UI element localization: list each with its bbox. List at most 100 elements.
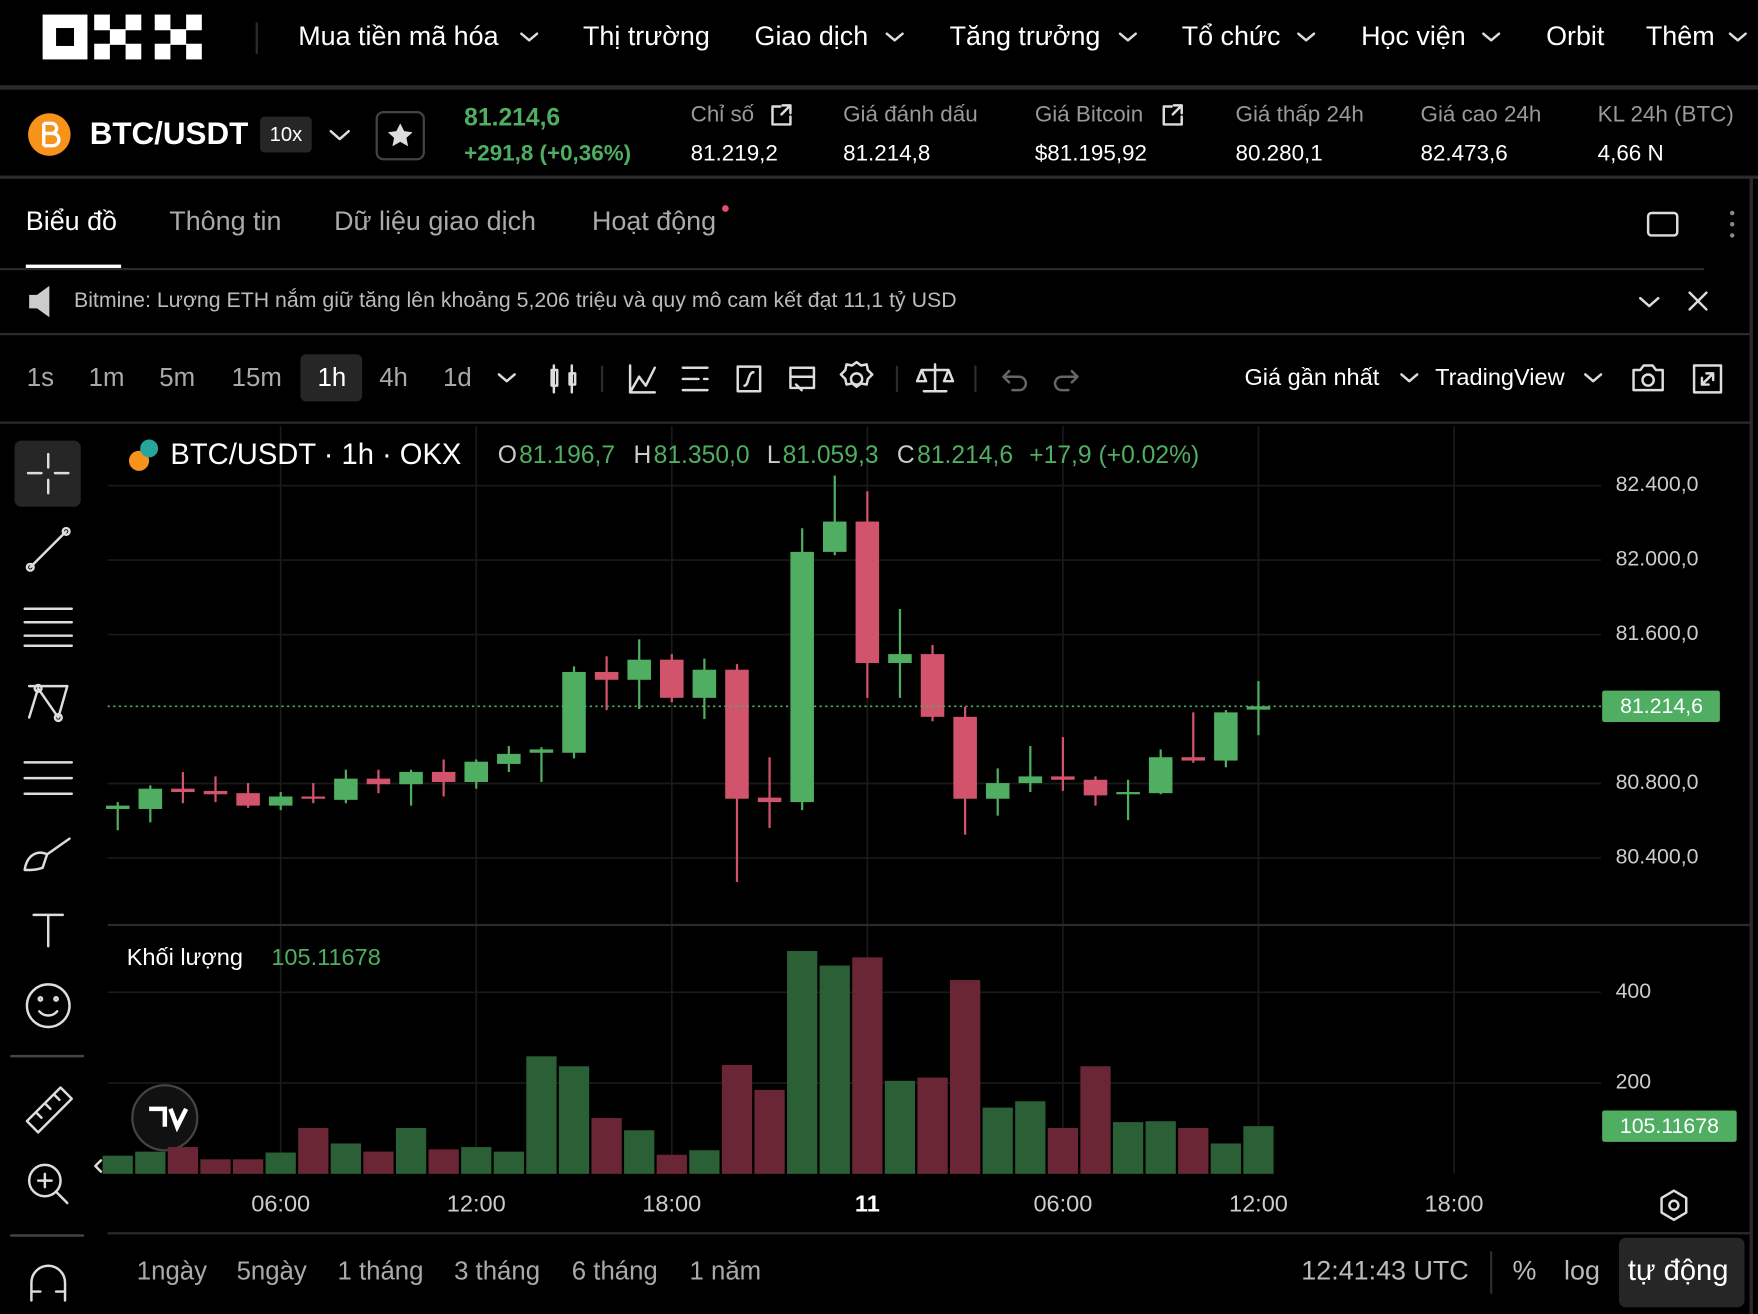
chart-style[interactable]: TradingView bbox=[1435, 364, 1565, 390]
volume-bar bbox=[949, 980, 981, 1174]
legend-key: C bbox=[897, 442, 915, 469]
stat-label: Giá đánh dấu bbox=[843, 101, 978, 126]
log[interactable]: log bbox=[1564, 1256, 1600, 1286]
toolbar-icons bbox=[497, 360, 1723, 394]
candle-body bbox=[594, 671, 619, 680]
tv-mark bbox=[149, 1106, 189, 1133]
volume-bar bbox=[200, 1159, 231, 1174]
range[interactable]: 3 tháng bbox=[454, 1257, 540, 1285]
y-tick-label: 80.400,0 bbox=[1616, 845, 1699, 869]
volume-bar bbox=[1210, 1143, 1242, 1174]
star bbox=[387, 123, 413, 147]
volume-bar bbox=[591, 1118, 622, 1174]
legend-value: 81.196,7 bbox=[519, 442, 615, 469]
candle-body bbox=[1083, 779, 1108, 796]
nav-item[interactable]: Thêm bbox=[1646, 21, 1715, 51]
candle-body bbox=[334, 778, 358, 800]
candle-body bbox=[431, 771, 456, 782]
volume-bar bbox=[428, 1149, 459, 1174]
volume-bar bbox=[884, 1080, 916, 1174]
volume-bar bbox=[1080, 1066, 1111, 1174]
news[interactable]: Bitmine: Lượng ETH nắm giữ tăng lên khoả… bbox=[74, 287, 957, 312]
range[interactable]: 1 năm bbox=[690, 1257, 762, 1285]
interval[interactable]: 5m bbox=[159, 364, 195, 392]
x-tick-label: 11 bbox=[855, 1190, 880, 1216]
auto[interactable]: tự động bbox=[1628, 1255, 1729, 1287]
legend-icon bbox=[140, 439, 159, 458]
more[interactable] bbox=[1729, 210, 1735, 238]
news-expand[interactable] bbox=[1639, 296, 1660, 308]
stat-value: 4,66 N bbox=[1598, 141, 1664, 166]
nav-item[interactable]: Mua tiền mã hóa bbox=[298, 21, 498, 51]
nav-item[interactable]: Học viện bbox=[1361, 21, 1466, 51]
ext-icons bbox=[771, 104, 1183, 126]
volume-bar bbox=[1145, 1121, 1176, 1174]
left-tools bbox=[9, 452, 85, 1302]
tab[interactable]: Thông tin bbox=[169, 206, 281, 236]
range[interactable]: 5ngày bbox=[237, 1257, 307, 1285]
nav-item[interactable]: Thị trường bbox=[583, 21, 710, 51]
legend-key: O bbox=[498, 442, 517, 469]
tab[interactable]: Biểu đồ bbox=[26, 206, 117, 236]
layout-button[interactable] bbox=[1646, 211, 1679, 237]
nav-item[interactable]: Orbit bbox=[1546, 21, 1605, 51]
candle-body bbox=[562, 671, 586, 753]
range[interactable]: 1 tháng bbox=[337, 1257, 423, 1285]
volume-bar bbox=[656, 1154, 687, 1174]
tab[interactable]: Dữ liệu giao dịch bbox=[334, 206, 536, 236]
candle-body bbox=[953, 716, 977, 799]
volume-bar bbox=[689, 1150, 720, 1174]
tab[interactable]: Hoạt động bbox=[592, 206, 716, 236]
last-price: 81.214,6 bbox=[464, 104, 560, 131]
candle-body bbox=[790, 551, 814, 803]
interval[interactable]: 1d bbox=[443, 364, 472, 392]
interval[interactable]: 1m bbox=[89, 364, 125, 392]
stat-value: 81.214,8 bbox=[843, 141, 930, 166]
candle-body bbox=[1051, 776, 1075, 780]
candle-body bbox=[399, 771, 423, 785]
range[interactable]: 6 tháng bbox=[572, 1257, 658, 1285]
volume-bar bbox=[395, 1128, 427, 1174]
interval[interactable]: 4h bbox=[379, 364, 408, 392]
candle-body bbox=[301, 796, 326, 799]
pair: BTC/USDT bbox=[90, 116, 249, 151]
candle-body bbox=[692, 669, 717, 698]
volume-bar bbox=[1047, 1128, 1079, 1174]
range[interactable]: 1ngày bbox=[137, 1257, 207, 1285]
price-type[interactable]: Giá gần nhất bbox=[1244, 364, 1379, 390]
legend-key: L bbox=[767, 442, 781, 469]
nav-item[interactable]: Giao dịch bbox=[755, 21, 869, 51]
x-tick-label: 18:00 bbox=[1425, 1190, 1484, 1216]
leverage-badge bbox=[260, 116, 312, 153]
news-close[interactable] bbox=[1688, 291, 1708, 311]
legend-key: H bbox=[633, 442, 651, 469]
candle-body bbox=[985, 783, 1010, 799]
nav-item[interactable]: Tăng trưởng bbox=[950, 21, 1101, 51]
percent[interactable]: % bbox=[1512, 1256, 1536, 1286]
volume-bar bbox=[461, 1147, 492, 1174]
candle-body bbox=[366, 778, 391, 785]
legend-change: +17,9 (+0.02%) bbox=[1029, 442, 1199, 469]
candle-body bbox=[464, 761, 489, 782]
volume-bar bbox=[102, 1155, 133, 1174]
candle-body bbox=[757, 797, 782, 803]
interval[interactable]: 1s bbox=[27, 364, 54, 392]
volume-bar bbox=[852, 957, 883, 1174]
legend: O 81.196,7 H 81.350,0 L 81.059,3 C 81.214,6 +17,… bbox=[498, 442, 1199, 469]
volume-bar bbox=[982, 1107, 1013, 1174]
y-tick-label: 82.400,0 bbox=[1616, 472, 1699, 496]
favorite[interactable] bbox=[375, 110, 425, 161]
interval[interactable]: 1h bbox=[318, 364, 347, 392]
y-tick-label: 81.600,0 bbox=[1616, 621, 1699, 645]
pair-chevron[interactable] bbox=[329, 129, 350, 141]
interval[interactable]: 15m bbox=[232, 364, 282, 392]
tabs: Biểu đồ Thông tin Dữ liệu giao dịch Hoạt độ… bbox=[26, 206, 716, 236]
candle-body bbox=[1018, 776, 1043, 784]
nav-item[interactable]: Tổ chức bbox=[1182, 21, 1281, 51]
y-tick-label: 80.800,0 bbox=[1616, 770, 1699, 794]
candle-body bbox=[171, 788, 195, 793]
volume-bar bbox=[526, 1056, 557, 1174]
axis-settings[interactable] bbox=[1660, 1189, 1688, 1222]
scroll-left[interactable] bbox=[94, 1159, 103, 1173]
stat-label: Chỉ số bbox=[691, 101, 755, 126]
